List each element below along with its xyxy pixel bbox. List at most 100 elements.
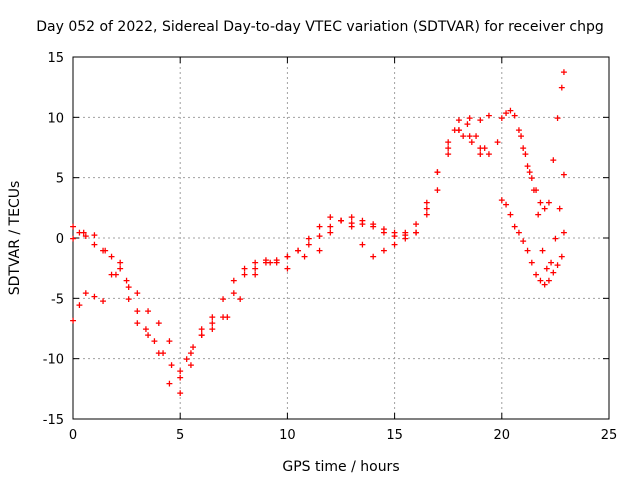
data-point: +: [100, 244, 107, 257]
data-point: +: [511, 220, 518, 233]
data-point: +: [546, 274, 553, 287]
data-point: +: [520, 142, 527, 155]
data-point: +: [273, 254, 280, 267]
data-point: +: [108, 268, 115, 281]
data-point: +: [561, 65, 568, 78]
data-point: +: [209, 310, 216, 323]
data-point: +: [434, 166, 441, 179]
data-point: +: [434, 166, 441, 179]
data-point: +: [456, 114, 463, 127]
y-tick-label: 15: [47, 51, 64, 66]
data-point: +: [80, 226, 87, 239]
data-point: +: [198, 329, 205, 342]
data-point: +: [108, 250, 115, 263]
axis-ticks: 0 5 10 15 20 25 -15 -10 -5 0 5 10 15: [43, 51, 618, 443]
data-marks: + + ++ + ++++++++++++++++ + + + + ++++ + + + + + + + ++++…: [70, 65, 568, 399]
data-point: +: [306, 238, 313, 251]
x-tick-label: 0: [69, 428, 77, 443]
data-point: +: [143, 323, 150, 336]
data-point: +: [520, 234, 527, 247]
data-point: +: [306, 232, 313, 245]
data-point: +: [160, 347, 167, 360]
data-point: +: [188, 359, 195, 372]
data-point: +: [295, 244, 302, 257]
chart-title: Day 052 of 2022, Sidereal Day-to-day VTE…: [36, 19, 604, 35]
data-point: +: [91, 290, 98, 303]
data-point: +: [529, 256, 536, 269]
data-point: +: [498, 111, 505, 124]
data-point: +: [468, 135, 475, 148]
data-point: +: [477, 148, 484, 161]
y-axis-label: SDTVAR / TECUs: [7, 181, 23, 296]
data-point: +: [537, 196, 544, 209]
data-point: +: [316, 230, 323, 243]
data-point: +: [460, 129, 467, 142]
y-tick-label: -10: [43, 353, 64, 368]
data-point: +: [498, 193, 505, 206]
grid-lines: [73, 57, 609, 419]
data-point: +: [507, 208, 514, 221]
data-point: +: [402, 228, 409, 241]
data-point: +: [252, 256, 259, 269]
series-trace-f: +++++++++++: [518, 129, 568, 275]
data-point: +: [284, 262, 291, 275]
data-point: +: [381, 226, 388, 239]
data-point: +: [477, 114, 484, 127]
data-point: +: [76, 226, 83, 239]
data-point: +: [348, 216, 355, 229]
data-point: +: [445, 142, 452, 155]
data-point: +: [338, 214, 345, 227]
x-axis-label: GPS time / hours: [282, 459, 399, 475]
data-point: +: [554, 111, 561, 124]
data-point: +: [125, 292, 132, 305]
data-point: +: [507, 104, 514, 117]
data-point: +: [423, 196, 430, 209]
data-point: +: [209, 323, 216, 336]
data-point: +: [556, 202, 563, 215]
data-point: +: [327, 226, 334, 239]
data-point: +: [381, 244, 388, 257]
data-point: +: [554, 259, 561, 272]
data-point: +: [301, 250, 308, 263]
data-point: +: [359, 218, 366, 231]
data-point: +: [155, 347, 162, 360]
data-point: +: [537, 274, 544, 287]
data-point: +: [535, 208, 542, 221]
data-point: +: [220, 292, 227, 305]
data-point: +: [273, 256, 280, 269]
data-point: +: [284, 250, 291, 263]
data-point: +: [145, 329, 152, 342]
data-point: +: [413, 218, 420, 231]
series-trace-d: ++++++++++++++++: [498, 65, 567, 214]
data-point: +: [327, 220, 334, 233]
data-point: +: [166, 335, 173, 348]
data-point: +: [198, 323, 205, 336]
data-point: +: [359, 238, 366, 251]
data-point: +: [516, 226, 523, 239]
series-trace-e: ++++++++++++++++: [498, 193, 567, 290]
data-point: +: [166, 377, 173, 390]
data-point: +: [220, 310, 227, 323]
data-point: +: [177, 365, 184, 378]
data-point: +: [546, 196, 553, 209]
data-point: +: [252, 268, 259, 281]
data-point: +: [263, 256, 270, 269]
data-point: +: [533, 184, 540, 197]
data-point: +: [526, 166, 533, 179]
data-point: +: [117, 262, 124, 275]
data-point: +: [338, 214, 345, 227]
data-point: +: [477, 142, 484, 155]
x-tick-label: 20: [494, 428, 511, 443]
data-point: +: [230, 274, 237, 287]
series-trace-b: +++ + ++++++++++++ ++++ ++ +++ +++ + + + +++++ ++: [70, 123, 484, 399]
y-tick-label: 0: [56, 232, 64, 247]
data-point: +: [327, 210, 334, 223]
data-point: +: [533, 268, 540, 281]
data-point: +: [145, 304, 152, 317]
data-point: +: [151, 335, 158, 348]
data-point: +: [359, 214, 366, 227]
series-trace-g: + + + + ++: [451, 123, 501, 160]
data-point: +: [252, 262, 259, 275]
data-point: +: [224, 310, 231, 323]
